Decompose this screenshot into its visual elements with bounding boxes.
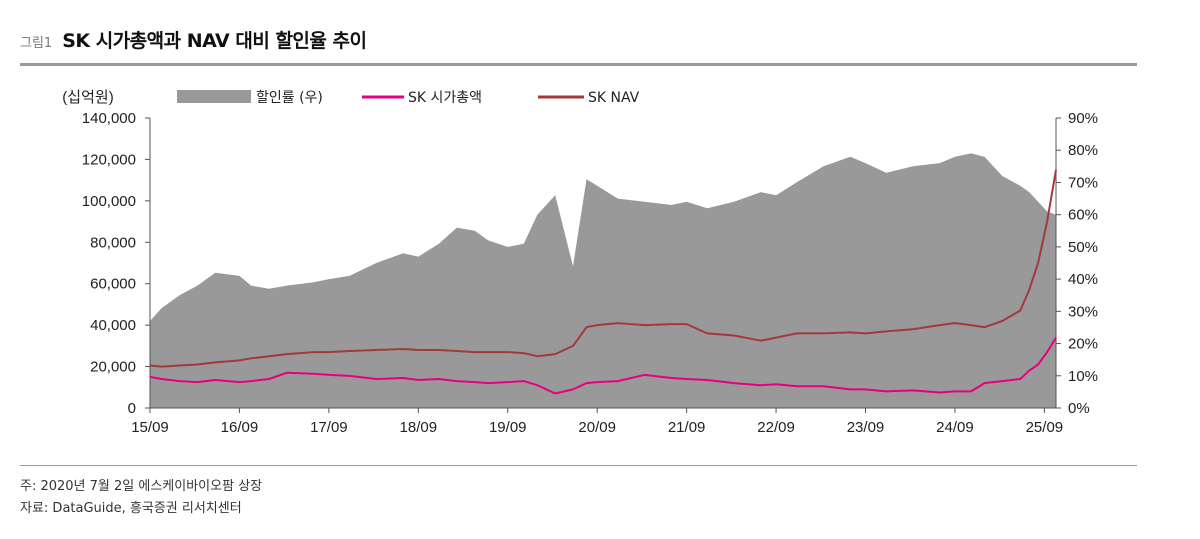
right-tick-label: 40%	[1068, 271, 1098, 288]
discount-area	[150, 153, 1056, 408]
figure-title: SK 시가총액과 NAV 대비 할인율 추이	[62, 30, 367, 52]
left-tick-label: 40,000	[90, 317, 136, 334]
right-tick-label: 80%	[1068, 142, 1098, 159]
note-text: 주: 2020년 7월 2일 에스케이바이오팜 상장	[20, 479, 263, 494]
left-axis-unit: (십억원)	[62, 89, 113, 106]
x-tick-label: 22/09	[757, 419, 795, 436]
x-tick-label: 15/09	[131, 419, 169, 436]
top-rule	[20, 63, 1137, 66]
x-tick-label: 17/09	[310, 419, 348, 436]
right-tick-label: 0%	[1068, 400, 1090, 417]
source-text: 자료: DataGuide, 흥국증권 리서치센터	[20, 501, 242, 516]
market-cap-line	[149, 337, 1057, 395]
left-tick-label: 120,000	[82, 151, 136, 168]
right-tick-label: 30%	[1068, 303, 1098, 320]
figure-number: 그림1	[20, 36, 53, 51]
left-tick-label: 0	[128, 400, 136, 417]
right-tick-label: 70%	[1068, 174, 1098, 191]
x-tick-label: 21/09	[668, 419, 706, 436]
left-tick-label: 20,000	[90, 359, 136, 376]
legend-discount-swatch	[177, 90, 251, 103]
right-tick-label: 50%	[1068, 239, 1098, 256]
notes-block: 주: 2020년 7월 2일 에스케이바이오팜 상장 자료: DataGuide…	[20, 476, 262, 520]
left-tick-label: 80,000	[90, 234, 136, 251]
x-tick-label: 23/09	[847, 419, 885, 436]
right-tick-label: 60%	[1068, 207, 1098, 224]
x-tick-label: 25/09	[1026, 419, 1064, 436]
x-tick-label: 16/09	[221, 419, 259, 436]
left-tick-label: 60,000	[90, 276, 136, 293]
legend-discount-label: 할인률 (우)	[256, 90, 323, 106]
right-tick-label: 20%	[1068, 336, 1098, 353]
x-tick-label: 20/09	[578, 419, 616, 436]
legend-market-cap-label: SK 시가총액	[408, 90, 482, 106]
x-tick-label: 24/09	[936, 419, 974, 436]
right-tick-label: 10%	[1068, 368, 1098, 385]
legend-nav-label: SK NAV	[588, 90, 640, 106]
bottom-rule	[20, 465, 1137, 466]
left-tick-label: 140,000	[82, 110, 136, 127]
nav-line	[149, 169, 1057, 368]
x-tick-label: 18/09	[400, 419, 438, 436]
left-tick-label: 100,000	[82, 193, 136, 210]
right-tick-label: 90%	[1068, 110, 1098, 127]
chart-area: 140,000 120,000 100,000 80,000 60,000 40,000 2…	[62, 89, 1098, 436]
x-tick-label: 19/09	[489, 419, 527, 436]
